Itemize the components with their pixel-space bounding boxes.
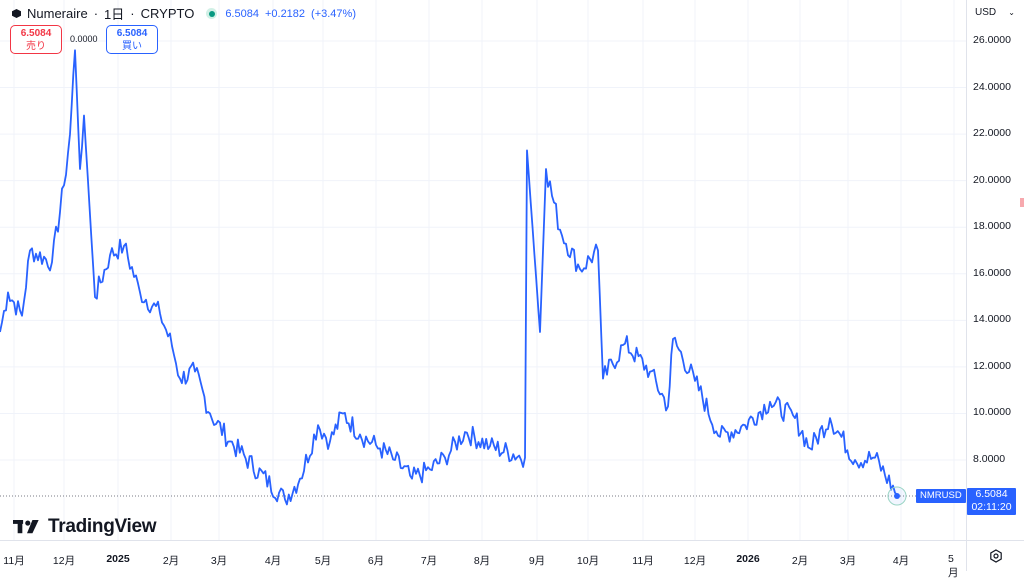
time-tick-label: 5月 — [314, 555, 332, 567]
alert-marker[interactable] — [1020, 198, 1024, 207]
buy-button[interactable]: 6.5084 買い — [106, 25, 158, 54]
price-line — [0, 49, 898, 506]
time-tick-label: 11月 — [632, 555, 654, 567]
price-tick-label: 14.0000 — [973, 313, 1011, 326]
time-tick-label: 7月 — [420, 555, 438, 567]
interval[interactable]: 1日 — [104, 7, 125, 22]
buy-price: 6.5084 — [116, 28, 148, 39]
price-tick-label: 22.0000 — [973, 127, 1011, 140]
legend-last-price: 6.5084 — [225, 7, 259, 20]
sell-button[interactable]: 6.5084 売り — [10, 25, 62, 54]
logo-text: TradingView — [48, 516, 157, 537]
time-tick-label: 6月 — [367, 555, 385, 567]
price-tick-label: 26.0000 — [973, 34, 1011, 46]
currency-selector[interactable]: USD ⌄ — [970, 2, 1020, 22]
live-dot-icon — [206, 8, 218, 19]
spread-value: 0.0000 — [70, 34, 98, 44]
time-tick-label: 2026 — [736, 553, 760, 565]
separator: · — [130, 6, 135, 21]
time-tick-label: 9月 — [528, 555, 546, 567]
time-tick-label: 12月 — [52, 555, 76, 567]
last-price-value: 6.5084 — [975, 488, 1008, 500]
symbol-tag: NMRUSD — [916, 489, 966, 503]
time-axis[interactable]: 11月 12月 2025 2月 3月 4月 5月 6月 7月 8月 9月 10月 11月 12月 2026 2… — [0, 540, 966, 579]
legend-change: +0.2182 — [264, 7, 306, 20]
price-tick-label: 10.0000 — [973, 406, 1011, 419]
time-tick-label: 2月 — [162, 555, 180, 567]
chevron-down-icon: ⌄ — [1008, 7, 1015, 17]
time-tick-label: 8月 — [473, 555, 491, 567]
time-tick-label: 2月 — [791, 555, 809, 567]
price-tick-label: 20.0000 — [973, 173, 1011, 186]
time-tick-label: 4月 — [264, 555, 282, 567]
tradingview-logo-icon — [13, 520, 39, 534]
sell-price: 6.5084 — [20, 28, 52, 39]
time-tick-label: 10月 — [576, 555, 600, 567]
sell-label: 売り — [26, 41, 46, 52]
separator: · — [93, 6, 99, 21]
symbol-logo-icon — [12, 9, 21, 18]
gear-icon — [990, 549, 1002, 563]
chart-pane[interactable]: Numeraire · 1日 · CRYPTO 6.5084 +0.2182 (… — [0, 0, 966, 540]
last-price-dot — [894, 493, 900, 499]
legend-change-pct: (+3.47%) — [311, 7, 356, 20]
time-tick-label: 12月 — [683, 555, 707, 567]
countdown: 02:11:20 — [971, 501, 1012, 513]
exchange: CRYPTO — [140, 6, 195, 21]
time-tick-label: 11月 — [3, 555, 25, 567]
buy-label: 買い — [122, 41, 142, 52]
price-axis[interactable]: 26.0000 24.0000 22.0000 20.0000 18.0000 16.00… — [966, 0, 1024, 540]
time-tick-label: 5月 — [948, 553, 959, 579]
time-tick-label: 3月 — [210, 555, 228, 567]
price-tick-label: 8.0000 — [973, 453, 1006, 466]
price-tick-label: 18.0000 — [973, 220, 1011, 233]
time-tick-label: 2025 — [106, 553, 130, 565]
chart-settings-button[interactable] — [966, 540, 1024, 571]
time-tick-label: 4月 — [892, 555, 910, 567]
symbol-name[interactable]: Numeraire — [27, 6, 88, 21]
price-chart[interactable] — [0, 0, 966, 540]
time-tick-label: 3月 — [839, 555, 857, 567]
currency-label: USD — [975, 6, 997, 18]
legend: Numeraire · 1日 · CRYPTO 6.5084 +0.2182 (… — [12, 4, 356, 23]
last-price-label: 6.5084 02:11:20 — [967, 488, 1016, 515]
tradingview-logo[interactable]: TradingView — [12, 516, 157, 538]
price-tick-label: 16.0000 — [973, 266, 1011, 279]
price-tick-label: 12.0000 — [973, 359, 1011, 372]
price-tick-label: 24.0000 — [973, 80, 1011, 93]
grid-lines — [0, 0, 966, 540]
